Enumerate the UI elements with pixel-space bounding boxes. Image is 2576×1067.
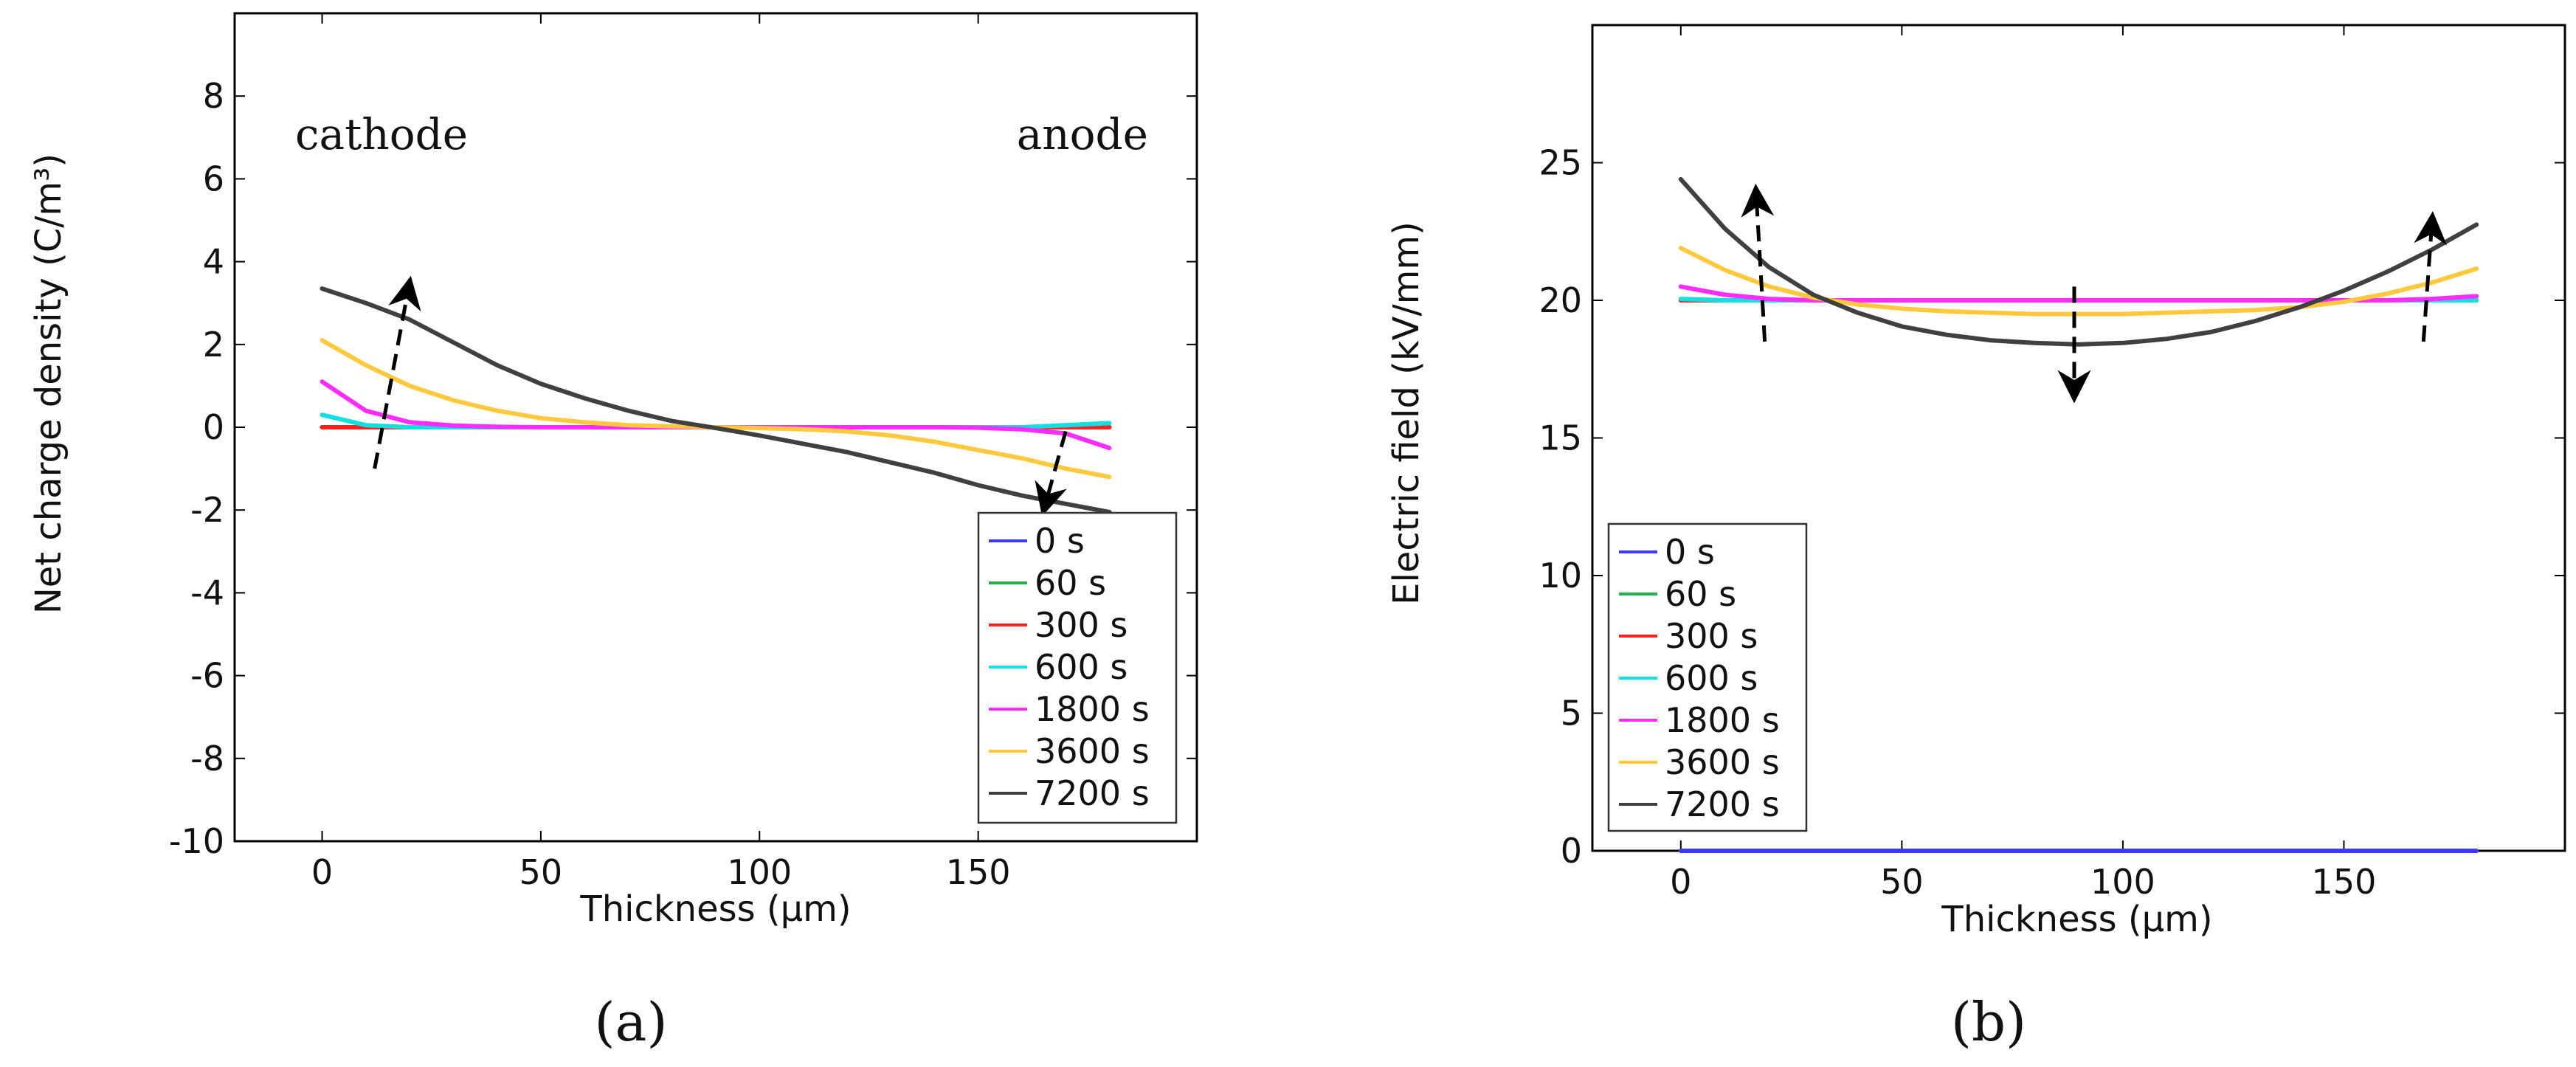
y-tick-label-a-8: 6 — [203, 159, 224, 198]
y-axis-label-b: Electric field (kV/mm) — [1386, 221, 1427, 605]
series-b — [1678, 176, 2479, 853]
legend-label-a-0: 0 s — [1035, 521, 1085, 561]
annotation-cathode: cathode — [295, 109, 468, 159]
y-tick-label-a-7: 4 — [203, 242, 224, 282]
y-axis-label-a: Net charge density (C/m³) — [28, 153, 69, 614]
panel-caption-a: (a) — [594, 991, 667, 1053]
legend-label-b-3: 600 s — [1665, 658, 1758, 698]
legend-label-b-0: 0 s — [1665, 532, 1715, 572]
x-axis-label-a: Thickness (μm) — [579, 888, 851, 930]
x-tick-label-a-1: 50 — [519, 852, 563, 892]
series-line-a-6 — [320, 286, 1112, 514]
arrows-a — [373, 275, 1068, 517]
x-tick-label-a-0: 0 — [311, 852, 333, 892]
legend-label-a-2: 300 s — [1035, 605, 1128, 645]
arrows-b — [1741, 183, 2448, 404]
chart-panel-a: 0 50 100 150 -10 -8 -6 -4 -2 0 2 4 6 8 Thickness (μm)… — [28, 12, 1198, 1053]
y-tick-label-b-3: 15 — [1539, 418, 1582, 458]
y-tick-label-b-1: 5 — [1561, 694, 1582, 733]
legend-label-a-1: 60 s — [1035, 563, 1106, 603]
y-tick-label-b-0: 0 — [1561, 831, 1582, 871]
legend-label-a-5: 3600 s — [1035, 731, 1150, 771]
trend-arrow-b-0 — [1741, 183, 1775, 342]
legend-label-b-6: 7200 s — [1665, 784, 1780, 824]
series-a — [320, 286, 1112, 514]
y-tick-label-b-2: 10 — [1539, 556, 1582, 595]
y-tick-label-b-5: 25 — [1539, 143, 1582, 183]
series-line-b-6 — [1678, 176, 2479, 347]
legend-label-b-5: 3600 s — [1665, 742, 1780, 782]
legend-label-a-3: 600 s — [1035, 647, 1128, 687]
x-tick-label-b-0: 0 — [1670, 862, 1691, 902]
y-tick-label-a-6: 2 — [203, 325, 224, 365]
x-tick-label-b-1: 50 — [1880, 862, 1924, 902]
x-tick-label-b-3: 150 — [2312, 862, 2377, 902]
y-tick-label-a-9: 8 — [203, 76, 224, 116]
y-tick-label-a-4: -2 — [190, 490, 224, 530]
y-tick-label-a-1: -8 — [190, 739, 224, 778]
y-tick-label-a-3: -4 — [190, 573, 224, 612]
panel-caption-b: (b) — [1951, 991, 2026, 1053]
y-tick-label-a-0: -10 — [169, 821, 224, 861]
y-tick-label-b-4: 20 — [1539, 280, 1582, 320]
x-axis-label-b: Thickness (μm) — [1941, 899, 2212, 940]
annotation-anode: anode — [1017, 109, 1148, 159]
series-line-b-5 — [1678, 246, 2479, 317]
ticks-b: 0 50 100 150 0 5 10 15 20 25 — [1539, 25, 2565, 902]
trend-arrow-a-0 — [373, 275, 421, 469]
chart-panel-b: 0 50 100 150 0 5 10 15 20 25 Thickness (μm) Elect… — [1386, 24, 2566, 1053]
x-tick-label-a-2: 100 — [727, 852, 792, 892]
ticks-a: 0 50 100 150 -10 -8 -6 -4 -2 0 2 4 6 8 — [169, 13, 1197, 892]
x-tick-label-a-3: 150 — [946, 852, 1011, 892]
trend-arrow-b-2 — [2414, 211, 2448, 342]
x-tick-label-b-2: 100 — [2090, 862, 2155, 902]
legend-label-b-1: 60 s — [1665, 574, 1736, 614]
legend-label-b-2: 300 s — [1665, 616, 1758, 656]
legend-label-a-6: 7200 s — [1035, 773, 1150, 813]
y-tick-label-a-5: 0 — [203, 407, 224, 447]
legend-label-a-4: 1800 s — [1035, 689, 1150, 729]
y-tick-label-a-2: -6 — [190, 656, 224, 696]
trend-arrow-a-1 — [1035, 430, 1068, 517]
legend-label-b-4: 1800 s — [1665, 700, 1780, 740]
